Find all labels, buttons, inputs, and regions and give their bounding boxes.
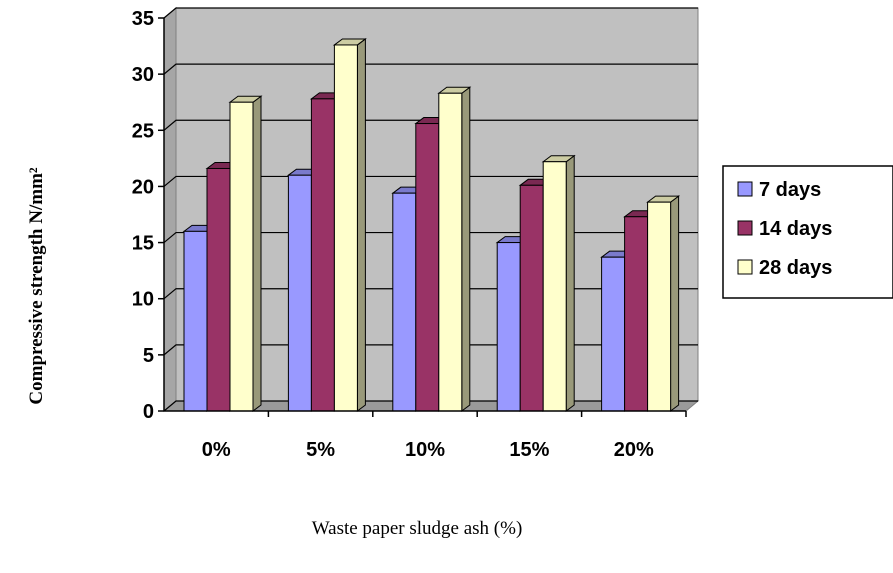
legend-label: 28 days (759, 257, 832, 279)
y-tick-label: 5 (143, 345, 154, 367)
bar-front (601, 256, 626, 412)
legend-item: 28 days (737, 257, 832, 279)
bar-front (519, 184, 544, 412)
y-tick-labels: 0 5 10 15 20 25 30 35 (132, 8, 154, 423)
legend-item: 14 days (737, 218, 832, 240)
legend-swatch (737, 181, 753, 197)
bar-side (356, 37, 366, 412)
bar-front (333, 44, 358, 412)
x-tick-label: 0% (202, 439, 231, 461)
bar-side (252, 95, 262, 412)
y-tick-label: 10 (132, 289, 154, 311)
bar-side (461, 86, 471, 412)
gridline (163, 7, 698, 19)
bar-front (229, 101, 254, 412)
bar-side (565, 154, 575, 412)
gridline (163, 119, 698, 131)
y-tick-label: 30 (132, 64, 154, 86)
y-tick-label: 25 (132, 120, 154, 142)
axes (158, 17, 687, 417)
legend-swatch (737, 220, 753, 236)
y-tick-label: 35 (132, 8, 154, 30)
bar-front (183, 230, 208, 412)
gridline (163, 175, 698, 187)
bar-front (496, 242, 521, 412)
bar (646, 195, 681, 412)
x-axis-label: Waste paper sludge ash (%) (312, 518, 523, 539)
y-tick-label: 20 (132, 176, 154, 198)
x-tick-label: 15% (509, 439, 549, 461)
legend-label: 14 days (759, 218, 832, 240)
x-tick-labels: 0% 5% 10% 15% 20% (202, 439, 654, 461)
bar (332, 37, 367, 412)
y-tick-label: 15 (132, 233, 154, 255)
bars (182, 37, 681, 412)
legend-swatch (737, 259, 753, 275)
y-axis-label: Compressive strength N/mm² (26, 167, 47, 404)
legend-item: 7 days (737, 179, 821, 201)
bar-front (206, 167, 231, 412)
bar-front (542, 161, 567, 412)
bar-front (624, 216, 649, 412)
legend: 7 days 14 days 28 days (722, 165, 893, 299)
bar-front (392, 192, 417, 412)
gridline (163, 63, 698, 75)
legend-label: 7 days (759, 179, 821, 201)
y-tick-label: 0 (143, 401, 154, 423)
bar-side (670, 195, 680, 412)
bar-front (647, 201, 672, 412)
bar (228, 95, 263, 412)
bar-front (310, 98, 335, 412)
x-tick-label: 10% (405, 439, 445, 461)
bar-front (287, 174, 312, 412)
bar-front (415, 123, 440, 412)
x-tick-label: 5% (306, 439, 335, 461)
bar-front (438, 92, 463, 412)
bar (437, 86, 472, 412)
x-tick-label: 20% (614, 439, 654, 461)
bar (541, 154, 576, 412)
